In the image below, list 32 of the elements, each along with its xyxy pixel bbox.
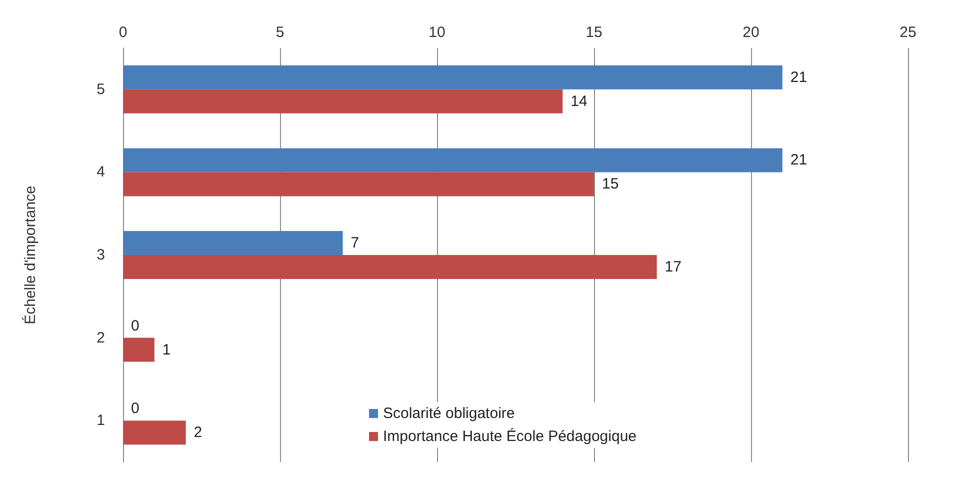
bar (123, 230, 343, 255)
data-label: 7 (350, 234, 360, 252)
x-tick-label: 20 (742, 24, 760, 41)
data-label: 0 (131, 317, 140, 334)
data-label: 1 (162, 341, 171, 358)
bar (123, 420, 186, 445)
y-tick-label: 4 (96, 164, 105, 181)
data-label: 17 (664, 258, 682, 276)
data-label: 21 (790, 152, 808, 169)
data-label: 15 (602, 176, 619, 193)
bar (123, 148, 782, 172)
x-tick-label: 0 (118, 24, 128, 41)
y-tick-label: 1 (96, 412, 105, 430)
data-label: 21 (790, 68, 808, 86)
legend-label: Importance Haute École Pédagogique (383, 427, 637, 445)
x-tick-label: 10 (428, 24, 446, 41)
legend-label: Scolarité obligatoire (383, 405, 515, 422)
bar (123, 255, 657, 280)
y-tick-label: 5 (96, 80, 105, 98)
data-label: 0 (131, 400, 140, 418)
data-label: 2 (194, 424, 202, 442)
bar (123, 65, 782, 90)
bar (123, 338, 154, 362)
y-tick-label: 2 (96, 329, 105, 346)
y-tick-label: 3 (96, 246, 105, 264)
x-tick-label: 25 (900, 24, 916, 41)
y-axis-title: Échelle d'importance (21, 186, 39, 324)
x-tick-label: 15 (586, 24, 602, 41)
bar (123, 172, 594, 196)
data-label: 14 (570, 92, 588, 110)
x-tick-label: 5 (276, 24, 284, 41)
bar (123, 89, 563, 114)
